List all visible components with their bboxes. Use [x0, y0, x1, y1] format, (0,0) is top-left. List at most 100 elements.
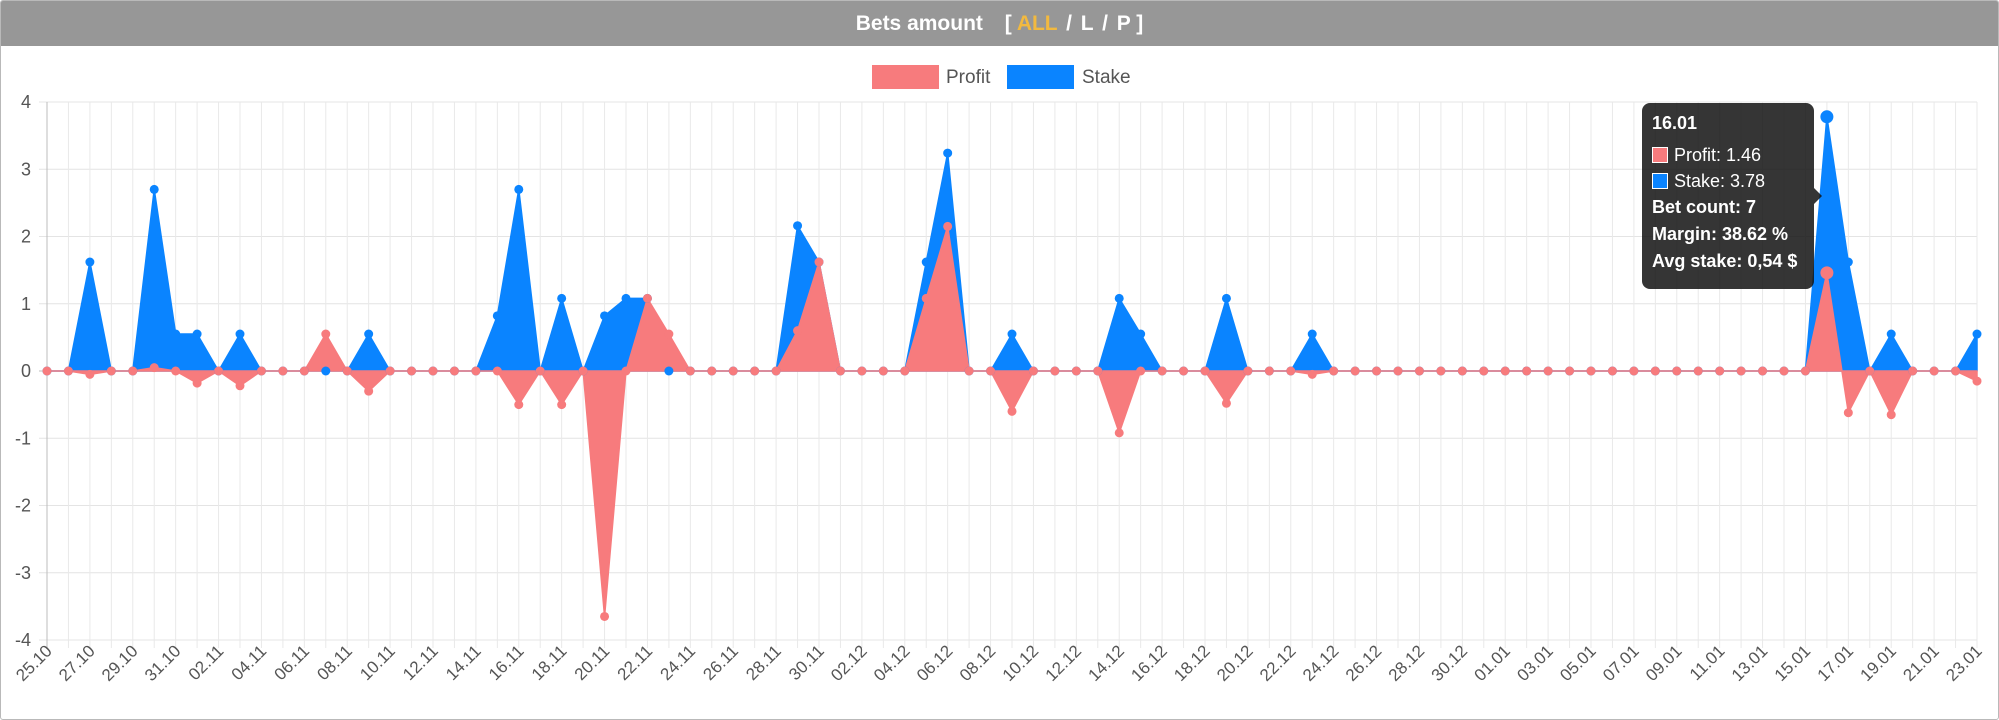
- x-tick-label: 08.11: [313, 641, 356, 684]
- tab-separator: /: [1066, 12, 1072, 35]
- data-point-profit: [1114, 428, 1124, 438]
- x-tick-label: 28.12: [1385, 641, 1429, 685]
- data-point-profit: [1200, 366, 1210, 376]
- data-point-profit: [1800, 366, 1810, 376]
- x-tick-label: 05.01: [1556, 641, 1600, 685]
- data-point-profit: [1028, 366, 1038, 376]
- x-tick-label: 28.11: [742, 641, 785, 684]
- bracket-close: ]: [1136, 12, 1144, 35]
- x-tick-label: 26.11: [699, 641, 742, 684]
- tooltip-swatch-profit: [1652, 147, 1668, 163]
- x-tick-label: 09.01: [1642, 641, 1686, 685]
- tab-all[interactable]: ALL: [1016, 12, 1058, 35]
- data-point-profit: [1414, 366, 1424, 376]
- x-tick-label: 16.11: [485, 641, 528, 684]
- data-point-stake: [664, 366, 674, 376]
- data-point-stake: [364, 329, 374, 339]
- data-point-profit: [364, 386, 374, 396]
- data-point-profit: [1500, 366, 1510, 376]
- x-tick-label: 01.01: [1471, 641, 1515, 685]
- data-point-profit: [171, 366, 181, 376]
- data-point-profit: [85, 369, 95, 379]
- x-tick-label: 31.10: [141, 641, 185, 685]
- bracket-open: [: [1004, 12, 1012, 35]
- x-tick-label: 18.12: [1170, 641, 1214, 685]
- x-tick-label: 18.11: [528, 641, 571, 684]
- tooltip-avg-stake: Avg stake: 0,54 $: [1652, 251, 1798, 271]
- data-point-stake: [85, 257, 95, 267]
- tooltip-swatch-stake: [1652, 173, 1668, 189]
- x-tick-label: 21.01: [1899, 641, 1943, 685]
- data-point-profit: [1908, 366, 1918, 376]
- tooltip-stake-text: Stake: 3.78: [1674, 170, 1766, 191]
- data-point-profit: [63, 366, 73, 376]
- x-tick-label: 10.12: [999, 641, 1043, 685]
- data-point-profit: [1650, 366, 1660, 376]
- data-point-profit: [235, 381, 245, 391]
- x-tick-label: 03.01: [1513, 641, 1557, 685]
- data-point-profit: [1071, 366, 1081, 376]
- legend-label-stake[interactable]: Stake: [1082, 67, 1131, 88]
- legend-label-profit[interactable]: Profit: [946, 67, 991, 88]
- legend-swatch-profit[interactable]: [872, 65, 939, 89]
- data-point-profit: [557, 400, 567, 410]
- data-point-profit: [449, 366, 459, 376]
- data-point-profit: [535, 366, 545, 376]
- data-point-stake: [1221, 293, 1231, 303]
- data-point-profit: [214, 366, 224, 376]
- x-tick-label: 11.01: [1686, 641, 1729, 684]
- data-point-profit: [1779, 366, 1789, 376]
- data-point-stake: [1007, 329, 1017, 339]
- x-tick-label: 13.01: [1728, 641, 1772, 685]
- data-point-profit: [1672, 366, 1682, 376]
- data-point-profit: [1221, 398, 1231, 408]
- data-point-profit: [128, 366, 138, 376]
- x-tick-label: 30.12: [1428, 641, 1472, 685]
- data-point-profit: [1607, 366, 1617, 376]
- data-point-profit: [964, 366, 974, 376]
- data-point-profit: [385, 366, 395, 376]
- data-point-profit: [471, 366, 481, 376]
- x-tick-label: 07.01: [1599, 641, 1643, 685]
- data-point-stake: [793, 221, 803, 231]
- data-point-profit: [771, 366, 781, 376]
- x-tick-label: 06.11: [271, 641, 314, 684]
- x-tick-label: 27.10: [55, 641, 99, 685]
- data-point-stake: [492, 311, 502, 321]
- data-point-stake: [1307, 329, 1317, 339]
- data-point-profit: [1436, 366, 1446, 376]
- data-point-profit: [1479, 366, 1489, 376]
- data-point-profit: [1736, 366, 1746, 376]
- data-point-profit: [1179, 366, 1189, 376]
- y-tick-label: -3: [15, 563, 31, 583]
- data-point-profit: [1758, 366, 1768, 376]
- x-tick-label: 04.11: [228, 641, 271, 684]
- data-point-profit: [492, 366, 502, 376]
- tab-p[interactable]: P: [1116, 12, 1131, 35]
- data-point-profit: [1393, 366, 1403, 376]
- data-point-stake: [235, 329, 245, 339]
- data-point-profit: [878, 366, 888, 376]
- x-tick-label: 29.10: [98, 641, 142, 685]
- data-point-profit: [1886, 410, 1896, 420]
- data-point-profit: [835, 366, 845, 376]
- tab-l[interactable]: L: [1080, 12, 1094, 35]
- x-tick-label: 02.11: [185, 641, 228, 684]
- tooltip-row-profit: Profit: 1.46: [1652, 142, 1804, 168]
- legend-swatch-stake[interactable]: [1007, 65, 1074, 89]
- data-point-profit: [986, 366, 996, 376]
- data-point-profit: [728, 366, 738, 376]
- data-point-profit: [707, 366, 717, 376]
- data-point-profit: [1007, 406, 1017, 416]
- x-tick-label: 14.11: [442, 641, 485, 684]
- data-point-profit: [299, 366, 309, 376]
- data-point-profit: [1929, 366, 1939, 376]
- data-point-profit: [278, 366, 288, 376]
- data-point-profit: [1951, 366, 1961, 376]
- x-tick-label: 17.01: [1814, 641, 1858, 685]
- x-tick-label: 22.12: [1256, 641, 1300, 685]
- tooltip-margin: Margin: 38.62 %: [1652, 224, 1789, 244]
- data-point-profit: [1522, 366, 1532, 376]
- x-tick-label: 20.11: [571, 641, 614, 684]
- y-axis: 4 3 2 1 0 -1 -2 -3 -4: [15, 92, 31, 650]
